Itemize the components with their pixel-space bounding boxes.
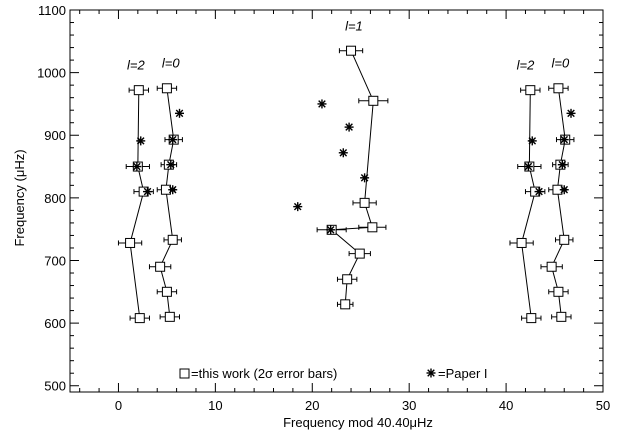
series-3 <box>509 85 546 324</box>
degree-label: l=2 <box>127 57 145 72</box>
y-axis-label: Frequency (μHz) <box>12 149 27 246</box>
data-point-square <box>526 313 537 324</box>
data-point-asterisk <box>175 108 185 118</box>
data-point-square <box>340 299 351 310</box>
data-point-square <box>346 45 357 56</box>
x-axis-label: Frequency mod 40.40μHz <box>283 415 433 430</box>
series-4 <box>540 83 575 322</box>
axes-layer <box>69 9 604 393</box>
y-tick-label: 700 <box>44 253 66 268</box>
data-point-square <box>161 286 172 297</box>
series-2 <box>316 45 389 310</box>
data-point-asterisk <box>166 160 176 170</box>
series-line <box>551 88 566 317</box>
data-point-square <box>553 286 564 297</box>
y-tick-label: 900 <box>44 128 66 143</box>
data-point-asterisk <box>534 187 544 197</box>
degree-label: l=0 <box>552 56 570 71</box>
data-point-asterisk <box>136 136 146 146</box>
series-0 <box>117 85 154 324</box>
data-point-square <box>553 83 564 94</box>
x-tick-label: 40 <box>499 398 513 413</box>
y-tick-label: 800 <box>44 191 66 206</box>
data-point-asterisk <box>143 187 153 197</box>
data-point-asterisk <box>523 162 533 172</box>
degree-label: l=1 <box>345 19 363 34</box>
plot-frame <box>69 9 604 393</box>
data-point-asterisk <box>566 108 576 118</box>
data-point-square <box>367 222 378 233</box>
data-point-asterisk <box>317 99 327 109</box>
series-1 <box>148 83 183 322</box>
y-tick-label: 500 <box>44 379 66 394</box>
x-tick-label: 50 <box>596 398 610 413</box>
data-point-square <box>161 83 172 94</box>
data-point-square <box>359 197 370 208</box>
data-point-square <box>516 237 527 248</box>
data-point-asterisk <box>338 148 348 158</box>
data-point-square <box>559 234 570 245</box>
data-point-square <box>368 95 379 106</box>
data-point-asterisk <box>326 225 336 235</box>
data-point-asterisk <box>557 160 567 170</box>
degree-label: l=2 <box>517 57 535 72</box>
legend-paper1-label: =Paper I <box>438 366 488 381</box>
x-tick-label: 20 <box>305 398 319 413</box>
degree-label: l=0 <box>162 56 180 71</box>
data-point-square <box>342 274 353 285</box>
labels-layer: Frequency mod 40.40μHz Frequency (μHz) 0… <box>12 3 610 430</box>
data-point-asterisk <box>360 173 370 183</box>
data-point-square <box>133 85 144 96</box>
y-tick-label: 600 <box>44 316 66 331</box>
x-tick-label: 30 <box>402 398 416 413</box>
data-point-asterisk <box>344 122 354 132</box>
series-line <box>129 90 145 319</box>
data-point-asterisk <box>132 162 142 172</box>
series-layer <box>117 45 576 324</box>
data-point-square <box>556 311 567 322</box>
series-5 <box>132 99 576 235</box>
x-tick-label: 10 <box>208 398 222 413</box>
data-point-asterisk <box>559 135 569 145</box>
data-point-square <box>354 248 365 259</box>
data-point-asterisk <box>168 185 178 195</box>
data-point-square <box>525 85 536 96</box>
series-line <box>521 90 536 319</box>
legend-asterisk-marker <box>426 368 436 378</box>
y-tick-label: 1000 <box>37 66 66 81</box>
data-point-square <box>167 234 178 245</box>
legend-square-marker <box>179 368 190 379</box>
series-line <box>159 88 175 317</box>
data-point-asterisk <box>527 136 537 146</box>
y-tick-label: 1100 <box>38 3 66 18</box>
legend: =this work (2σ error bars) =Paper I <box>179 366 488 381</box>
data-point-asterisk <box>559 185 569 195</box>
data-point-asterisk <box>293 202 303 212</box>
data-point-square <box>546 261 557 272</box>
data-point-square <box>164 311 175 322</box>
data-point-asterisk <box>168 135 178 145</box>
data-point-square <box>155 261 166 272</box>
legend-this-work-label: =this work (2σ error bars) <box>191 366 337 381</box>
data-point-square <box>125 237 136 248</box>
data-point-square <box>134 313 145 324</box>
x-tick-label: 0 <box>115 398 122 413</box>
